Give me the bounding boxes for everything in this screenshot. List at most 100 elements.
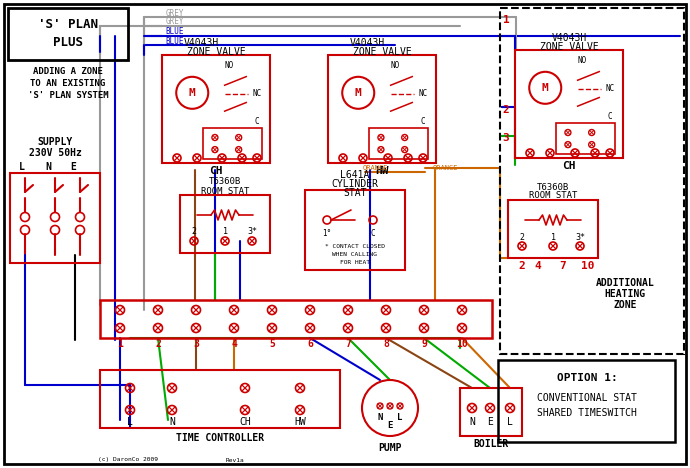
Text: ZONE VALVE: ZONE VALVE: [186, 47, 246, 57]
Bar: [180, 195, 270, 253]
Text: 2: 2: [520, 233, 524, 241]
Bar: [556, 124, 615, 154]
Bar: [100, 300, 492, 338]
Text: ADDITIONAL: ADDITIONAL: [595, 278, 654, 288]
Bar: [515, 50, 623, 158]
Text: L: L: [19, 162, 25, 172]
Text: C: C: [608, 112, 612, 122]
Text: ROOM STAT: ROOM STAT: [529, 191, 578, 200]
Text: V4043H: V4043H: [551, 33, 586, 43]
Text: N: N: [45, 162, 51, 172]
Text: PLUS: PLUS: [53, 36, 83, 49]
Text: C: C: [255, 117, 259, 126]
Text: 1°: 1°: [322, 228, 332, 237]
Text: L: L: [507, 417, 513, 427]
Text: HW: HW: [294, 417, 306, 427]
Text: TIME CONTROLLER: TIME CONTROLLER: [176, 433, 264, 443]
Text: N: N: [469, 417, 475, 427]
Text: 3*: 3*: [247, 227, 257, 236]
Text: CONVENTIONAL STAT: CONVENTIONAL STAT: [537, 393, 637, 403]
Text: TO AN EXISTING: TO AN EXISTING: [30, 80, 106, 88]
Text: NO: NO: [391, 61, 400, 70]
Text: 7: 7: [560, 261, 566, 271]
Text: C: C: [371, 228, 375, 237]
Bar: [8, 8, 128, 60]
Text: 6: 6: [307, 339, 313, 349]
Text: WHEN CALLING: WHEN CALLING: [333, 253, 377, 257]
Text: PUMP: PUMP: [378, 443, 402, 453]
Bar: [328, 55, 436, 163]
Text: NC: NC: [418, 89, 428, 98]
Text: N: N: [169, 417, 175, 427]
Text: T6360B: T6360B: [209, 177, 241, 187]
Text: OPTION 1:: OPTION 1:: [557, 373, 618, 383]
Text: Rev1a: Rev1a: [226, 458, 244, 462]
Text: C: C: [421, 117, 425, 126]
Text: L: L: [397, 414, 403, 423]
Text: ORANGE: ORANGE: [432, 165, 457, 171]
Text: 3: 3: [193, 339, 199, 349]
Text: HEATING: HEATING: [604, 289, 646, 299]
Text: V4043H: V4043H: [349, 38, 384, 48]
Text: NO: NO: [224, 61, 234, 70]
Text: BLUE: BLUE: [166, 28, 184, 37]
Text: 1: 1: [222, 227, 228, 236]
Text: CH: CH: [209, 166, 223, 176]
Bar: [162, 55, 270, 163]
Text: HW: HW: [375, 166, 388, 176]
Text: 'S' PLAN SYSTEM: 'S' PLAN SYSTEM: [28, 92, 108, 101]
Text: E: E: [70, 162, 76, 172]
Text: 'S' PLAN: 'S' PLAN: [38, 17, 98, 30]
Text: E: E: [387, 422, 393, 431]
Text: 2: 2: [502, 105, 509, 115]
Bar: [100, 370, 340, 428]
Text: SUPPLY: SUPPLY: [37, 137, 72, 147]
Text: ORANGE: ORANGE: [362, 165, 388, 171]
Bar: [203, 128, 262, 159]
Text: 7: 7: [345, 339, 351, 349]
Text: 3: 3: [502, 133, 509, 143]
Text: ADDING A ZONE: ADDING A ZONE: [33, 67, 103, 76]
Text: NC: NC: [605, 84, 615, 94]
Text: SHARED TIMESWITCH: SHARED TIMESWITCH: [537, 408, 637, 418]
Text: N: N: [377, 414, 383, 423]
Text: 1: 1: [117, 339, 123, 349]
Text: V4043H: V4043H: [184, 38, 219, 48]
Text: 2: 2: [155, 339, 161, 349]
Text: 4: 4: [231, 339, 237, 349]
Bar: [508, 200, 598, 258]
Text: ZONE VALVE: ZONE VALVE: [540, 42, 598, 52]
Text: GREY: GREY: [166, 17, 184, 27]
Bar: [500, 8, 684, 354]
Text: 10: 10: [456, 339, 468, 349]
Text: M: M: [189, 88, 196, 98]
Text: 8: 8: [383, 339, 389, 349]
Text: STAT: STAT: [343, 188, 367, 198]
Text: BOILER: BOILER: [473, 439, 509, 449]
Text: GREY: GREY: [166, 8, 184, 17]
Text: CH: CH: [562, 161, 575, 171]
Text: ZONE VALVE: ZONE VALVE: [353, 47, 411, 57]
Text: L: L: [127, 417, 133, 427]
Text: (c) DaronCo 2009: (c) DaronCo 2009: [98, 458, 158, 462]
Text: M: M: [355, 88, 362, 98]
Text: NO: NO: [578, 56, 586, 66]
Text: 2: 2: [519, 261, 525, 271]
Text: E: E: [487, 417, 493, 427]
Bar: [305, 190, 405, 270]
Text: 9: 9: [421, 339, 427, 349]
Text: ZONE: ZONE: [613, 300, 637, 310]
Text: T6360B: T6360B: [537, 183, 569, 191]
Text: M: M: [542, 83, 549, 93]
Text: NC: NC: [253, 89, 262, 98]
Text: FOR HEAT: FOR HEAT: [340, 261, 370, 265]
Text: 230V 50Hz: 230V 50Hz: [28, 148, 81, 158]
Bar: [369, 128, 428, 159]
Bar: [460, 388, 522, 436]
Text: L641A: L641A: [340, 170, 370, 180]
Text: 5: 5: [269, 339, 275, 349]
Text: ROOM STAT: ROOM STAT: [201, 187, 249, 196]
Text: 3*: 3*: [575, 233, 585, 241]
Text: 10: 10: [581, 261, 595, 271]
Text: 1: 1: [502, 15, 509, 25]
